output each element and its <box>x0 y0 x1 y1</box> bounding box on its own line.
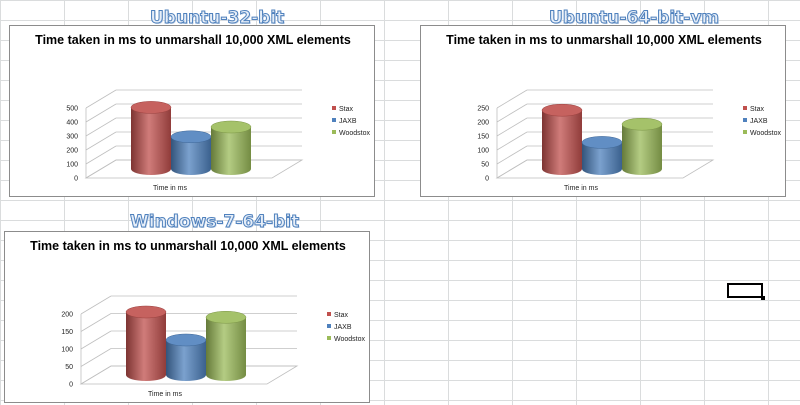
chart-title: Time taken in ms to unmarshall 10,000 XM… <box>30 239 346 253</box>
legend-label: Woodstox <box>750 130 781 137</box>
x-axis-label: Time in ms <box>153 185 187 192</box>
bar-top <box>581 136 623 149</box>
gridline-side <box>85 117 117 137</box>
gridline-side <box>85 89 117 109</box>
gridline-side <box>496 145 528 165</box>
y-tick-label: 200 <box>66 148 78 155</box>
bar-jaxb <box>165 333 207 381</box>
chart-canvas: Time taken in ms to unmarshall 10,000 XM… <box>446 33 781 192</box>
gridline-side <box>80 295 112 315</box>
bar-stax <box>541 103 583 175</box>
y-tick-label: 500 <box>66 106 78 113</box>
bar-top <box>170 130 212 144</box>
bar-woodstox <box>205 311 247 381</box>
legend-label: Woodstox <box>339 130 370 137</box>
floor <box>495 159 715 179</box>
legend-label: Woodstox <box>334 336 365 343</box>
gridline-side <box>85 103 117 123</box>
bar-body <box>582 142 622 175</box>
y-tick-label: 100 <box>477 148 489 155</box>
legend-swatch <box>332 118 336 122</box>
bar-stax <box>125 305 167 381</box>
y-tick-label: 100 <box>66 162 78 169</box>
bar-body <box>126 312 166 381</box>
chart-title: Time taken in ms to unmarshall 10,000 XM… <box>35 33 351 47</box>
floor <box>84 159 304 179</box>
chart-heading-ubuntu-64-vm: Ubuntu-64-bit-vm <box>548 8 720 29</box>
bar-jaxb <box>581 136 623 175</box>
legend-label: JAXB <box>750 118 768 125</box>
chart-canvas: Time taken in ms to unmarshall 10,000 XM… <box>30 239 365 398</box>
x-axis-label: Time in ms <box>564 185 598 192</box>
chart-heading-windows-7-64: Windows-7-64-bit <box>129 212 300 233</box>
legend-label: JAXB <box>334 324 352 331</box>
chart-panel-ubuntu-64-vm[interactable]: Time taken in ms to unmarshall 10,000 XM… <box>420 25 786 197</box>
legend-swatch <box>743 106 747 110</box>
legend-label: Stax <box>339 106 354 113</box>
bar-body <box>211 127 251 175</box>
y-tick-label: 100 <box>61 347 73 354</box>
y-tick-label: 200 <box>61 312 73 319</box>
y-tick-label: 0 <box>74 176 78 183</box>
chart-heading-ubuntu-32: Ubuntu-32-bit <box>149 8 285 29</box>
y-tick-label: 50 <box>481 162 489 169</box>
gridline-side <box>85 131 117 151</box>
bar-top <box>130 101 172 114</box>
bar-body <box>171 136 211 175</box>
bar-body <box>131 107 171 175</box>
gridline-side <box>80 330 112 350</box>
bar-top <box>210 120 252 134</box>
y-tick-label: 0 <box>69 382 73 389</box>
bar-body <box>206 317 246 381</box>
gridline-side <box>496 131 528 151</box>
y-tick-label: 400 <box>66 120 78 127</box>
y-tick-label: 50 <box>65 364 73 371</box>
bar-body <box>166 340 206 381</box>
legend-swatch <box>327 324 331 328</box>
bar-woodstox <box>210 120 252 175</box>
gridline-side <box>496 89 528 109</box>
chart-title: Time taken in ms to unmarshall 10,000 XM… <box>446 33 762 47</box>
bar-top <box>621 117 663 131</box>
gridline-side <box>80 313 112 332</box>
chart-panel-ubuntu-32[interactable]: Time taken in ms to unmarshall 10,000 XM… <box>9 25 375 197</box>
gridline-side <box>496 103 528 123</box>
y-tick-label: 300 <box>66 134 78 141</box>
chart-panel-windows-7-64[interactable]: Time taken in ms to unmarshall 10,000 XM… <box>4 231 370 403</box>
y-tick-label: 250 <box>477 106 489 113</box>
x-axis-label: Time in ms <box>148 391 182 398</box>
legend-swatch <box>743 118 747 122</box>
bar-jaxb <box>170 130 212 175</box>
bar-woodstox <box>621 117 663 175</box>
bar-body <box>542 110 582 175</box>
legend-swatch <box>327 336 331 340</box>
gridline-side <box>80 348 112 367</box>
bar-top <box>205 311 247 324</box>
floor <box>79 365 299 385</box>
bar-top <box>125 305 167 319</box>
legend-swatch <box>332 106 336 110</box>
legend-swatch <box>743 130 747 134</box>
gridline-side <box>85 145 117 165</box>
gridline-side <box>496 117 528 137</box>
legend-label: JAXB <box>339 118 357 125</box>
legend-swatch <box>327 312 331 316</box>
bar-stax <box>130 101 172 175</box>
y-tick-label: 150 <box>61 329 73 336</box>
legend-label: Stax <box>750 106 765 113</box>
legend-label: Stax <box>334 312 349 319</box>
chart-canvas: Time taken in ms to unmarshall 10,000 XM… <box>35 33 370 192</box>
active-cell-cursor[interactable] <box>727 283 765 300</box>
y-tick-label: 0 <box>485 176 489 183</box>
bar-body <box>622 124 662 175</box>
y-tick-label: 200 <box>477 120 489 127</box>
y-tick-label: 150 <box>477 134 489 141</box>
legend-swatch <box>332 130 336 134</box>
bar-top <box>541 103 583 117</box>
bar-top <box>165 333 207 347</box>
